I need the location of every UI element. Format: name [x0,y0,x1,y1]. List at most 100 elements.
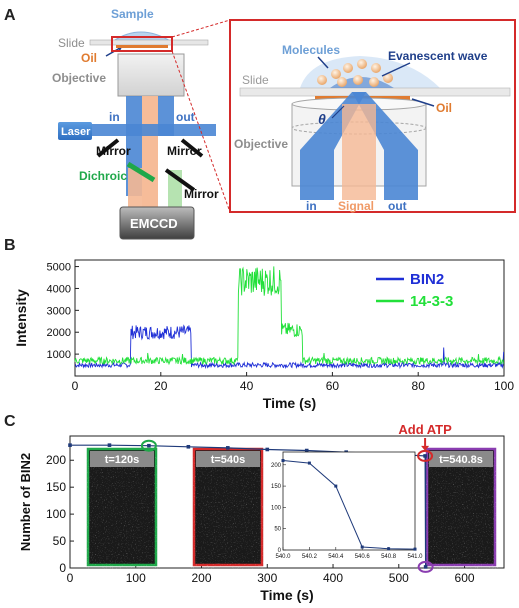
x-axis-label: Time (s) [260,587,313,603]
slide-label: Slide [58,36,85,50]
laser-label: Laser [61,126,91,138]
panel-c-letter: C [4,413,16,430]
inset-objective-label: Objective [234,137,288,151]
emccd-label: EMCCD [130,216,178,231]
inset-x-tick-label: 540.6 [355,554,371,560]
x-tick-label: 100 [494,379,514,393]
inset-signal [342,104,376,200]
x-tick-label: 600 [455,571,475,585]
x-tick-label: 300 [257,571,277,585]
highlight-circle-0 [140,439,157,452]
mirror-left [96,138,120,158]
out-label: out [176,110,195,124]
sample-label: Sample [111,7,154,21]
mirror-bottom-label: Mirror [184,187,219,201]
x-tick-label: 100 [126,571,146,585]
y-tick-label: 0 [59,561,66,575]
inset-data-point [413,547,417,551]
data-point [304,448,309,453]
x-tick-label: 40 [240,379,254,393]
x-tick-label: 20 [154,379,168,393]
inset-x-tick-label: 541.0 [407,554,423,560]
slide [89,39,209,46]
dichroic-mirror [126,161,156,183]
zoom-line-bottom [171,50,231,213]
zoom-box [111,36,173,52]
panel-a-letter: A [4,7,16,24]
inset-y-tick-label: 0 [278,548,282,554]
data-point [186,444,191,449]
data-point [107,443,112,447]
inset-signal-label: Signal [338,199,374,213]
mirror-bottom [164,168,196,192]
evanescent-label: Evanescent wave [388,49,488,63]
snapshot-label-2: t=540.8s [439,454,483,466]
inset-in-label: in [306,199,317,213]
mirror-right [180,138,204,158]
mirror-left-label: Mirror [96,144,131,158]
inset-data-point [281,459,285,463]
legend-label-0: BIN2 [410,271,444,288]
series-line-1 [74,266,505,366]
y-tick-label: 50 [53,534,67,548]
inset-y-tick-label: 50 [274,527,281,533]
panel-b-letter: B [4,237,16,254]
y-tick-label: 4000 [47,283,71,295]
snapshot-speckle-0 [90,467,154,563]
data-point [147,443,151,448]
inset-data-point [334,484,338,488]
snapshot-label-bg-1 [196,451,260,467]
inset-slide [239,87,511,97]
y-tick-label: 100 [46,507,66,521]
y-tick-label: 5000 [47,262,71,274]
y-tick-label: 200 [46,453,66,467]
x-axis-label: Time (s) [263,395,316,411]
x-tick-label: 0 [67,571,74,585]
snapshot-speckle-2 [429,467,493,563]
snapshot-label-0: t=120s [105,454,140,466]
inset-frame [282,451,416,551]
plot-frame [69,435,505,569]
data-point [265,447,270,452]
x-tick-label: 400 [323,571,343,585]
y-tick-label: 2000 [47,327,71,339]
inset-tirf: Molecules Evanescent wave Slide θ Oil Ob… [229,19,516,213]
x-tick-label: 200 [191,571,211,585]
panel-a: A Sample Slide Oil Objective Laser in ou… [4,7,516,240]
legend-label-1: 14-3-3 [410,293,453,310]
inset-out-label: out [388,199,407,213]
inset-data-point [387,547,391,551]
dichroic-label: Dichroic [79,169,127,183]
inset-x-tick-label: 540.0 [275,554,291,560]
inset-slide-label: Slide [242,73,269,87]
theta-label: θ [318,111,326,127]
inset-x-tick-label: 540.2 [302,554,318,560]
zoom-line-top [171,19,231,38]
inset-y-tick-label: 200 [271,463,282,469]
y-axis-label: Intensity [13,289,29,347]
inset-data-point [307,461,311,465]
annotation-add-atp: Add ATP [398,422,452,437]
y-tick-label: 150 [46,480,66,494]
molecules-label: Molecules [282,43,340,57]
oil-label: Oil [81,51,97,65]
inset-x-tick-label: 540.4 [328,554,344,560]
snapshot-label-bg-0 [90,451,154,467]
y-axis-label: Number of BIN2 [18,453,33,551]
objective-label: Objective [52,71,106,85]
x-tick-label: 80 [412,379,426,393]
annotation-arrow-head [421,445,430,451]
snapshot-label-1: t=540s [211,454,246,466]
panel-b: B 0 20 40 60 80 100 1000 2000 3000 4000 5000 Time (… [4,237,514,411]
y-tick-label: 1000 [47,349,71,361]
inset-y-tick-label: 100 [271,505,282,511]
x-tick-label: 500 [389,571,409,585]
oil-layer [116,45,168,48]
laser [58,122,92,140]
mirror-right-label: Mirror [167,144,202,158]
x-tick-label: 0 [72,379,79,393]
inset-y-tick-label: 150 [271,484,282,490]
